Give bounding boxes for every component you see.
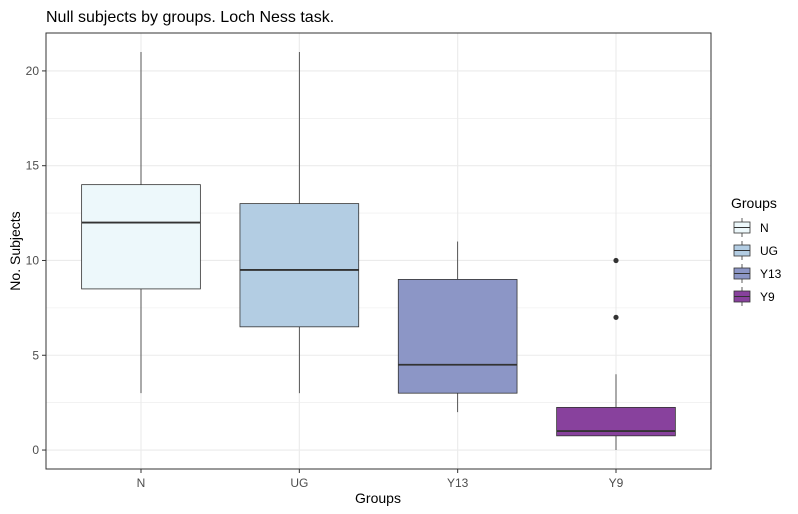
- plot-border: [45, 32, 712, 470]
- box-body: [397, 279, 518, 394]
- box-n: [81, 51, 201, 394]
- y-tick-label: 20: [26, 64, 40, 78]
- box-body: [81, 184, 201, 290]
- outlier-point: [613, 314, 619, 320]
- legend-item-y13: Y13: [733, 264, 782, 283]
- legend-title: Groups: [731, 195, 777, 211]
- outlier-point: [613, 257, 619, 264]
- legend-item-n: N: [733, 218, 769, 237]
- x-axis: N UG Y13 Y9: [137, 469, 624, 490]
- legend: Groups N UG Y13 Y9: [731, 195, 782, 306]
- legend-item-y9: Y9: [733, 287, 775, 306]
- legend-label: UG: [760, 244, 778, 258]
- box-ug: [239, 51, 360, 394]
- y-axis-title: No. Subjects: [7, 211, 23, 290]
- x-axis-title: Groups: [355, 490, 401, 506]
- y-tick-label: 0: [32, 443, 39, 457]
- box-body: [239, 203, 360, 328]
- box-y13: [397, 241, 518, 413]
- y-tick-label: 15: [26, 159, 40, 173]
- x-tick-label: N: [137, 476, 146, 490]
- legend-label: N: [760, 221, 769, 235]
- box-series: [81, 51, 676, 451]
- x-tick-label: UG: [290, 476, 308, 490]
- chart-title: Null subjects by groups. Loch Ness task.: [46, 9, 334, 26]
- legend-label: Y13: [760, 267, 782, 281]
- y-tick-label: 10: [26, 253, 40, 267]
- y-tick-label: 5: [32, 348, 39, 362]
- legend-item-ug: UG: [733, 241, 778, 260]
- legend-label: Y9: [760, 290, 775, 304]
- box-y9: [556, 257, 676, 451]
- x-tick-label: Y9: [609, 476, 624, 490]
- y-axis: 0 5 10 15 20: [26, 64, 46, 457]
- x-tick-label: Y13: [447, 476, 469, 490]
